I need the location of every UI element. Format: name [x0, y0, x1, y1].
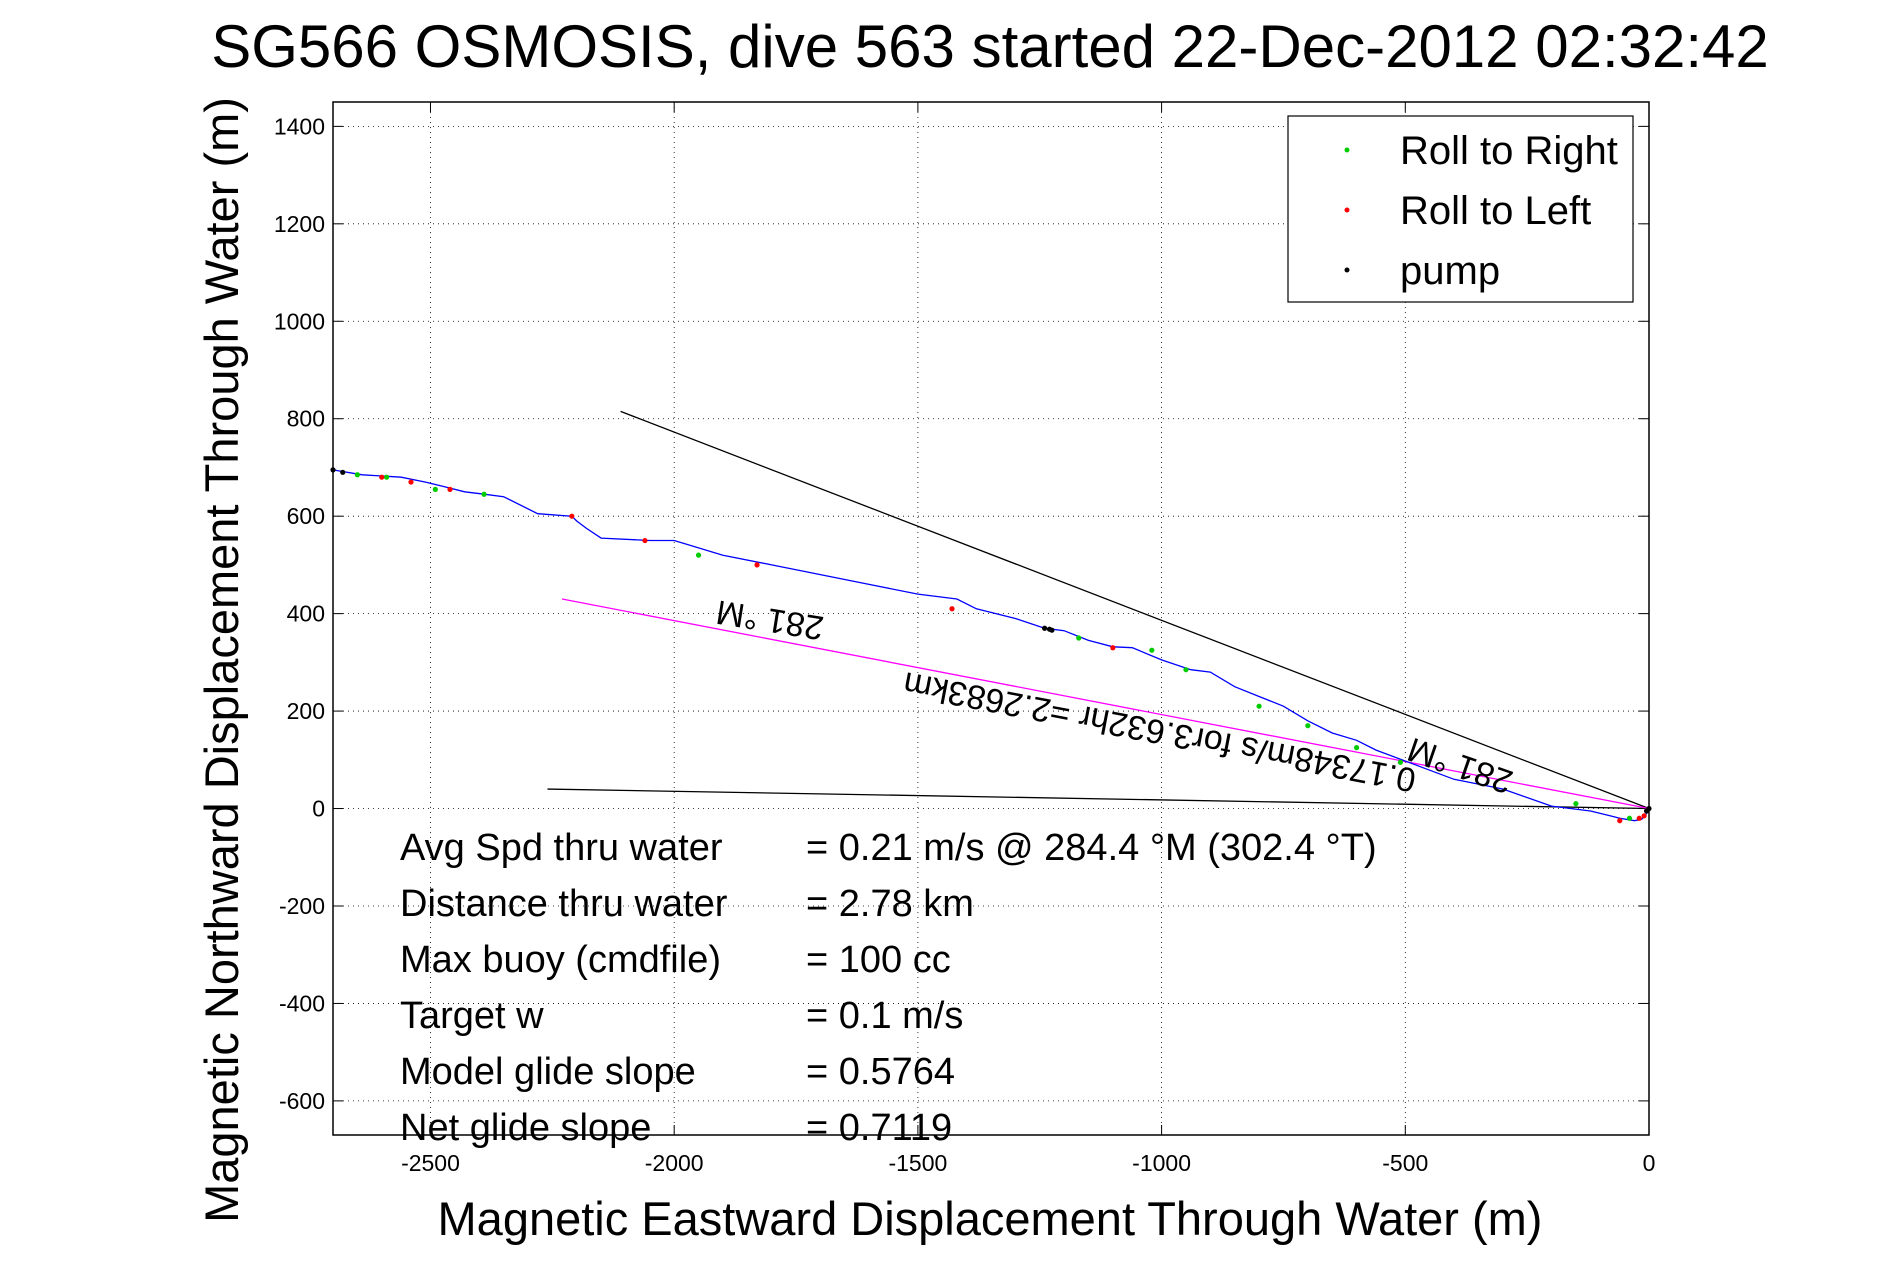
y-tick-label: -600	[279, 1088, 325, 1114]
stats-value: = 0.1 m/s	[806, 995, 963, 1037]
x-tick-label: -2500	[401, 1150, 460, 1176]
pump-point	[1042, 625, 1048, 631]
y-tick-label: -400	[279, 990, 325, 1016]
roll-left-point	[754, 562, 760, 568]
stats-label: Target w	[400, 995, 544, 1037]
y-tick-label: 800	[287, 406, 325, 432]
reference-lines-layer	[547, 410, 1650, 810]
stats-label: Max buoy (cmdfile)	[400, 939, 721, 981]
legend-marker	[1344, 267, 1350, 273]
roll-left-point	[1110, 645, 1116, 651]
roll-left-point	[1617, 818, 1623, 824]
roll-left-point	[642, 537, 648, 544]
reference-line	[547, 788, 1650, 810]
x-tick-label: -1000	[1132, 1150, 1191, 1176]
legend-marker	[1344, 207, 1350, 213]
roll-left-point	[408, 479, 414, 485]
roll-right-point	[1183, 667, 1189, 673]
pump-point	[330, 467, 336, 473]
legend: Roll to Right Roll to Left pump	[1287, 115, 1634, 303]
roll-right-point	[1076, 635, 1082, 641]
y-tick-label: 1000	[274, 308, 325, 334]
stats-value: = 0.7119	[806, 1107, 952, 1149]
points-layer	[330, 467, 1652, 824]
roll-left-point	[1641, 813, 1647, 819]
pump-point	[1049, 627, 1055, 633]
roll-left-point	[1636, 815, 1642, 821]
chart-title: SG566 OSMOSIS, dive 563 started 22-Dec-2…	[211, 13, 1769, 80]
legend-entry-label: Roll to Left	[1400, 189, 1591, 233]
roll-right-point	[432, 486, 438, 492]
pump-point	[340, 469, 346, 475]
y-tick-label: 1200	[274, 211, 325, 237]
roll-right-point	[1305, 723, 1311, 729]
y-tick-label: 200	[287, 698, 325, 724]
y-tick-label: 600	[287, 503, 325, 529]
roll-left-point	[949, 606, 955, 612]
stats-block: Avg Spd thru water = 0.21 m/s @ 284.4 °M …	[400, 827, 1377, 1149]
roll-right-point	[384, 474, 390, 480]
stats-label: Avg Spd thru water	[400, 827, 723, 869]
x-tick-label: -1500	[888, 1150, 947, 1176]
roll-right-point	[1573, 801, 1579, 807]
grid-layer	[333, 102, 1650, 1135]
roll-right-point	[1256, 703, 1262, 709]
track-layer	[332, 469, 1650, 822]
legend-marker	[1344, 147, 1350, 153]
reference-line	[620, 410, 1650, 810]
stats-label: Distance thru water	[400, 883, 728, 925]
roll-left-point	[379, 474, 385, 480]
roll-right-point	[695, 552, 702, 558]
x-tick-label: -500	[1382, 1150, 1428, 1176]
x-axis-label: Magnetic Eastward Displacement Through W…	[438, 1192, 1543, 1245]
roll-right-point	[354, 472, 360, 478]
reference-line	[561, 598, 1650, 810]
x-tick-label: 0	[1643, 1150, 1656, 1176]
y-tick-label: 400	[287, 601, 325, 627]
roll-left-point	[447, 486, 453, 492]
legend-entry-label: Roll to Right	[1400, 129, 1618, 173]
y-axis-label: Magnetic Northward Displacement Through …	[195, 97, 248, 1223]
roll-right-point	[481, 491, 487, 497]
roll-right-point	[1626, 815, 1633, 821]
stats-label: Model glide slope	[400, 1051, 696, 1093]
stats-label: Net glide slope	[400, 1107, 651, 1149]
y-tick-label: 0	[312, 796, 325, 822]
stats-value: = 2.78 km	[806, 883, 974, 925]
y-tick-label: 1400	[274, 113, 325, 139]
x-tick-label: -2000	[645, 1150, 704, 1176]
roll-right-point	[1353, 745, 1360, 751]
stats-value: = 100 cc	[806, 939, 951, 981]
pump-point	[1646, 805, 1652, 812]
roll-right-point	[1397, 759, 1404, 765]
roll-right-point	[1149, 647, 1155, 653]
roll-left-point	[569, 513, 575, 519]
stats-value: = 0.5764	[806, 1051, 955, 1093]
stats-value: = 0.21 m/s @ 284.4 °M (302.4 °T)	[806, 827, 1377, 869]
track-series-line	[332, 469, 1650, 822]
y-tick-label: -200	[279, 893, 325, 919]
tick-layer: -2500 -2000 -1500 -1000 -500 0-600-400-200020…	[274, 102, 1656, 1176]
legend-entry-label: pump	[1400, 249, 1500, 293]
